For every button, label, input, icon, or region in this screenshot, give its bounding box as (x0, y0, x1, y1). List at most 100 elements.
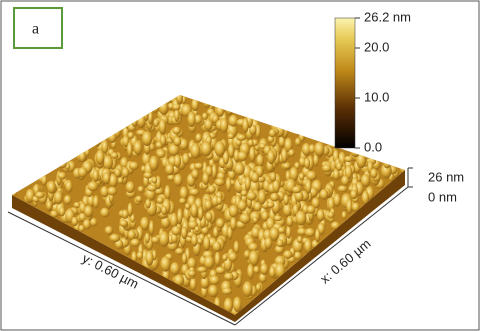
grain (179, 197, 187, 205)
grain (283, 250, 293, 259)
grain (92, 169, 99, 182)
grain (158, 231, 170, 247)
grain (194, 226, 200, 233)
grain (333, 193, 341, 207)
grain (177, 208, 183, 225)
grain (271, 199, 281, 215)
grain (87, 181, 99, 192)
grain (135, 195, 143, 203)
grain (237, 200, 247, 212)
grain (63, 194, 72, 205)
grain (350, 189, 358, 200)
grain (286, 215, 293, 228)
grain (298, 172, 305, 181)
colorbar-label: 20.0 (364, 39, 389, 54)
grain (269, 265, 276, 279)
grain (128, 161, 139, 170)
colorbar-ticks (355, 17, 360, 149)
grain (127, 141, 133, 158)
grain (253, 265, 260, 274)
grain (360, 173, 371, 187)
grain (268, 128, 277, 138)
grain (230, 216, 237, 231)
grain (313, 153, 319, 167)
grain (101, 139, 109, 154)
grain (83, 205, 93, 218)
grain (251, 172, 260, 183)
grain (278, 135, 286, 148)
grain (281, 147, 288, 164)
grain (127, 202, 133, 217)
grain (200, 141, 212, 157)
grain (227, 226, 233, 240)
grain (212, 114, 219, 124)
grain (266, 201, 275, 208)
grain (306, 205, 316, 214)
grain (214, 251, 221, 267)
grain (244, 176, 251, 191)
grain (255, 124, 261, 139)
grain (269, 171, 277, 182)
grain (77, 167, 88, 178)
grain (248, 250, 259, 267)
grain (301, 143, 311, 156)
grain (127, 131, 135, 139)
grain (189, 277, 197, 291)
grain (270, 192, 279, 202)
grain (204, 118, 213, 131)
grain (344, 155, 354, 163)
grain (144, 232, 150, 244)
grain (242, 281, 253, 298)
colorbar-label: 26.2 nm (364, 9, 411, 24)
grain (195, 133, 203, 143)
grain (50, 210, 59, 218)
grain (346, 198, 353, 215)
grain (121, 209, 129, 219)
grain (284, 137, 293, 153)
grain (140, 216, 150, 231)
grain (277, 227, 286, 234)
grain (203, 255, 215, 269)
grain (190, 142, 201, 159)
grain (356, 152, 367, 169)
grain (302, 204, 309, 215)
grain (225, 176, 232, 192)
grain (282, 162, 291, 170)
colorbar (334, 17, 356, 149)
grain (191, 98, 199, 112)
grain (160, 216, 171, 229)
grain (156, 196, 164, 204)
grain (209, 275, 220, 285)
grain (267, 149, 275, 165)
grain (314, 141, 325, 157)
grain (240, 189, 248, 197)
grain (253, 201, 262, 212)
grain (191, 234, 198, 247)
grain (261, 210, 269, 222)
grain (273, 215, 283, 222)
grain (223, 297, 233, 313)
grain (168, 143, 180, 156)
grain (336, 161, 343, 172)
z-bottom-label: 0 nm (428, 189, 457, 204)
grain (147, 110, 153, 125)
grain (341, 175, 350, 186)
colorbar-label: 0.0 (364, 139, 382, 154)
grain (296, 227, 307, 236)
grain (321, 164, 332, 173)
grain (200, 276, 210, 289)
surface-side (12, 170, 405, 322)
grain (291, 186, 302, 194)
grain (179, 186, 189, 201)
grain (175, 95, 184, 105)
grain (361, 190, 370, 205)
grain (141, 131, 153, 147)
grain (233, 296, 242, 313)
grain (255, 283, 262, 292)
grain (58, 206, 66, 217)
grain (308, 144, 316, 154)
grain (319, 189, 329, 200)
grain (205, 211, 213, 222)
